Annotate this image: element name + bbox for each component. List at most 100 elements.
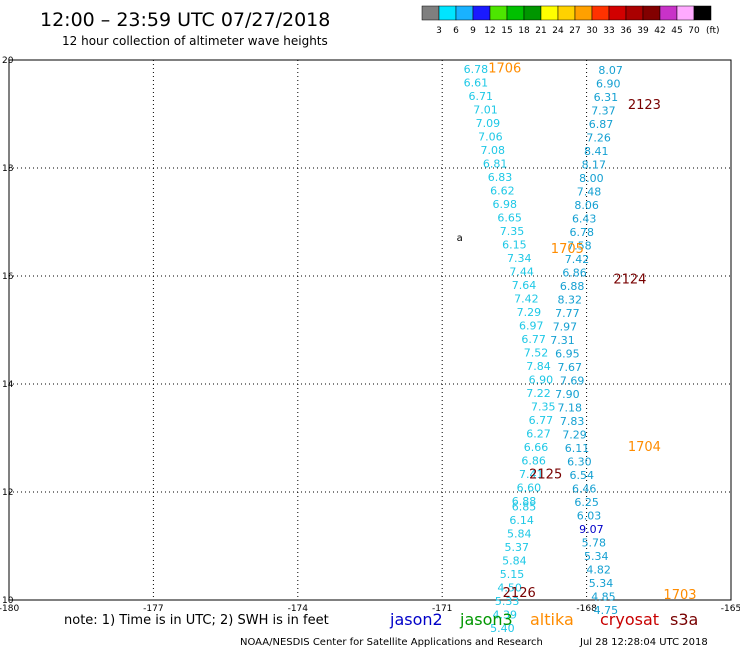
wave-height-label: 6.95 bbox=[555, 348, 580, 361]
wave-height-label: 6.03 bbox=[577, 510, 602, 523]
wave-height-label: 7.35 bbox=[531, 400, 556, 413]
x-tick-label: -177 bbox=[143, 604, 163, 614]
wave-height-label: 4.50 bbox=[497, 581, 522, 594]
x-tick-label: -168 bbox=[576, 604, 597, 614]
wave-height-label: 8.06 bbox=[574, 199, 599, 212]
wave-height-label: 5.78 bbox=[582, 537, 607, 550]
wave-height-label: 7.83 bbox=[560, 415, 585, 428]
scale-unit: (ft) bbox=[706, 26, 720, 36]
y-tick-label: 10 bbox=[2, 596, 14, 606]
scale-swatch bbox=[421, 5, 440, 21]
scale-swatch bbox=[625, 5, 644, 21]
scale-swatch bbox=[608, 5, 627, 21]
scale-swatch bbox=[693, 5, 712, 21]
x-tick-label: -180 bbox=[0, 604, 19, 614]
wave-height-label: 8.41 bbox=[584, 145, 609, 158]
wave-height-label: 6.71 bbox=[468, 90, 493, 103]
wave-height-label: 7.34 bbox=[507, 252, 532, 265]
wave-height-label: 6.81 bbox=[483, 157, 508, 170]
scale-swatch bbox=[574, 5, 593, 21]
sat-legend-jason3: jason3 bbox=[459, 610, 513, 629]
wave-height-label: 6.61 bbox=[464, 76, 489, 89]
wave-height-label: 5.34 bbox=[589, 577, 614, 590]
wave-height-label: 7.26 bbox=[586, 132, 611, 145]
scale-label: 70 bbox=[688, 26, 700, 36]
scale-label: 12 bbox=[484, 26, 495, 36]
scale-label: 18 bbox=[518, 26, 530, 36]
track-label: 2124 bbox=[613, 273, 646, 288]
wave-height-label: 7.42 bbox=[514, 292, 539, 305]
sat-legend-jason2: jason2 bbox=[389, 610, 443, 629]
wave-height-label: 6.46 bbox=[572, 483, 597, 496]
wave-height-label: 6.90 bbox=[529, 373, 554, 386]
wave-height-label: 6.65 bbox=[497, 211, 522, 224]
wave-height-label: 7.44 bbox=[509, 265, 534, 278]
track-label: 1705 bbox=[551, 242, 584, 257]
wave-height-label: 6.60 bbox=[517, 481, 542, 494]
footer-note: note: 1) Time is in UTC; 2) SWH is in fe… bbox=[64, 613, 329, 628]
wave-height-label: 7.01 bbox=[473, 103, 498, 116]
page-title: 12:00 – 23:59 UTC 07/27/2018 bbox=[40, 9, 330, 31]
scale-swatch bbox=[557, 5, 576, 21]
wave-height-label: 6.85 bbox=[512, 500, 537, 513]
wave-height-label: 7.29 bbox=[562, 429, 587, 442]
wave-height-label: 6.27 bbox=[526, 427, 551, 440]
island-marker: a bbox=[457, 233, 463, 244]
wave-height-label: 7.58 bbox=[567, 240, 592, 253]
wave-height-label: 8.07 bbox=[598, 64, 623, 77]
wave-height-label: 7.84 bbox=[526, 360, 551, 373]
wave-height-label: 5.40 bbox=[490, 622, 515, 635]
scale-swatch bbox=[489, 5, 508, 21]
scale-label: 6 bbox=[453, 26, 459, 36]
wave-height-label: 6.86 bbox=[521, 454, 546, 467]
wave-height-label: 5.84 bbox=[507, 527, 532, 540]
track-label: 1706 bbox=[488, 61, 521, 76]
satellite-legend: jason2 jason3 altika cryosat s3a bbox=[389, 610, 698, 629]
y-tick-label: 20 bbox=[2, 56, 14, 66]
wave-height-label: 6.25 bbox=[574, 496, 599, 509]
wave-height-label: 7.31 bbox=[550, 334, 575, 347]
scale-swatch bbox=[591, 5, 610, 21]
wave-height-label: 7.97 bbox=[553, 321, 578, 334]
wave-height-label: 7.42 bbox=[565, 253, 590, 266]
wave-height-label: 7.18 bbox=[558, 402, 583, 415]
scale-label: 24 bbox=[552, 26, 564, 36]
wave-height-label: 5.84 bbox=[502, 554, 527, 567]
sat-legend-cryosat: cryosat bbox=[600, 610, 659, 629]
wave-height-label: 6.86 bbox=[562, 267, 587, 280]
wave-height-label: 6.90 bbox=[596, 78, 621, 91]
y-tick-label: 14 bbox=[2, 380, 14, 390]
track-label: 2125 bbox=[529, 468, 562, 483]
wave-height-label: 6.43 bbox=[572, 213, 597, 226]
sat-legend-altika: altika bbox=[530, 610, 574, 629]
y-tick-label: 18 bbox=[2, 164, 14, 174]
wave-height-label: 7.22 bbox=[526, 387, 551, 400]
wave-height-label: 5.37 bbox=[505, 541, 530, 554]
wave-height-label: 7.67 bbox=[558, 361, 583, 374]
scale-label: 30 bbox=[586, 26, 598, 36]
wave-height-label: 5.34 bbox=[584, 550, 609, 563]
track-label: 1703 bbox=[663, 588, 696, 603]
wave-height-label: 8.00 bbox=[579, 172, 604, 185]
wave-height-label: 8.17 bbox=[582, 159, 607, 172]
scale-swatch bbox=[676, 5, 695, 21]
plot-frame bbox=[8, 59, 732, 601]
scale-label: 39 bbox=[637, 26, 649, 36]
y-tick-label: 12 bbox=[2, 488, 13, 498]
wave-height-label: 4.85 bbox=[591, 591, 616, 604]
scale-label: 36 bbox=[620, 26, 632, 36]
wave-height-label: 6.97 bbox=[519, 319, 544, 332]
wave-height-label: 6.66 bbox=[524, 441, 549, 454]
scale-swatch bbox=[506, 5, 525, 21]
wave-height-label: 6.62 bbox=[490, 184, 515, 197]
wave-height-label: 7.08 bbox=[480, 144, 505, 157]
wave-height-label: 7.77 bbox=[555, 307, 580, 320]
sat-legend-s3a: s3a bbox=[670, 610, 698, 629]
wave-height-label: 7.09 bbox=[476, 117, 501, 130]
wave-height-label: 5.15 bbox=[500, 568, 525, 581]
wave-height-label: 6.88 bbox=[560, 280, 585, 293]
wave-height-label: 7.35 bbox=[500, 225, 525, 238]
y-tick-label: 16 bbox=[2, 272, 14, 282]
scale-label: 42 bbox=[654, 26, 665, 36]
